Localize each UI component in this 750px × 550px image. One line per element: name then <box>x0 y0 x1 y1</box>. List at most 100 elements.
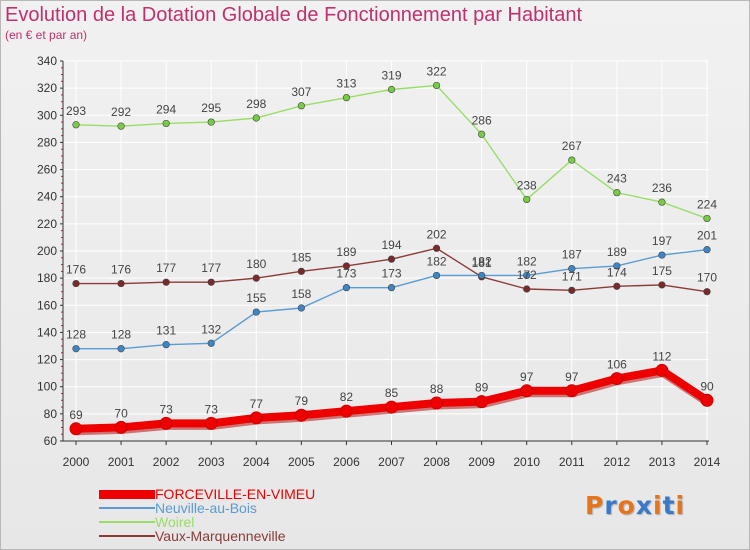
legend-swatch <box>99 489 155 499</box>
data-point <box>249 411 263 425</box>
data-label: 194 <box>381 238 401 252</box>
y-tick-label: 60 <box>44 434 58 448</box>
data-point <box>297 267 305 275</box>
data-label: 189 <box>336 245 356 259</box>
data-label: 298 <box>246 97 266 111</box>
x-tick-label: 2005 <box>288 455 315 469</box>
chart-subtitle: (en € et par an) <box>5 28 88 42</box>
data-point <box>162 341 170 349</box>
data-point <box>297 102 305 110</box>
data-label: 73 <box>205 402 219 416</box>
data-label: 82 <box>340 390 354 404</box>
data-point <box>117 122 125 130</box>
data-label: 70 <box>114 406 128 420</box>
legend-label: Neuville-au-Bois <box>155 500 257 516</box>
data-label: 155 <box>246 291 266 305</box>
data-point <box>207 118 215 126</box>
data-point <box>159 416 173 430</box>
data-point <box>114 420 128 434</box>
data-point <box>703 288 711 296</box>
data-point <box>204 416 218 430</box>
data-label: 174 <box>607 265 627 279</box>
x-tick-label: 2006 <box>333 455 360 469</box>
data-label: 177 <box>156 261 176 275</box>
data-point <box>117 279 125 288</box>
data-point <box>478 130 486 138</box>
data-label: 182 <box>472 254 492 268</box>
data-point <box>568 156 576 164</box>
data-label: 307 <box>291 85 311 99</box>
y-tick-label: 180 <box>37 271 57 285</box>
data-label: 85 <box>385 386 399 400</box>
data-label: 128 <box>66 328 86 342</box>
data-label: 224 <box>697 197 717 211</box>
data-point <box>387 284 396 292</box>
data-label: 267 <box>562 139 582 153</box>
data-label: 171 <box>562 269 582 283</box>
y-tick-label: 140 <box>37 325 57 339</box>
data-label: 170 <box>697 271 717 285</box>
y-tick-label: 220 <box>37 217 57 231</box>
data-point <box>610 372 624 386</box>
data-point <box>475 395 489 409</box>
data-point <box>207 278 215 286</box>
legend-swatch <box>99 521 155 523</box>
y-tick-label: 240 <box>37 190 57 204</box>
data-label: 177 <box>201 261 221 275</box>
proxiti-logo: Proxiti <box>585 491 685 520</box>
data-point <box>523 271 531 280</box>
data-label: 286 <box>472 113 492 127</box>
y-tick-label: 280 <box>37 135 57 149</box>
legend-label: Vaux-Marquenneville <box>155 528 286 544</box>
legend-swatch <box>99 507 155 509</box>
data-label: 202 <box>427 227 447 241</box>
data-point <box>703 246 711 254</box>
data-point <box>252 274 260 282</box>
data-point <box>658 198 666 206</box>
data-label: 173 <box>336 267 356 281</box>
data-point <box>297 304 305 312</box>
legend-label: Woirel <box>155 514 195 530</box>
logo-letter: P <box>585 491 605 520</box>
data-label: 185 <box>291 250 311 264</box>
data-point <box>207 339 215 347</box>
data-label: 319 <box>381 69 401 83</box>
logo-letter: i <box>653 491 663 520</box>
data-label: 77 <box>250 397 264 411</box>
y-tick-label: 260 <box>37 163 57 177</box>
data-point <box>342 262 351 270</box>
data-point <box>432 81 441 90</box>
data-label: 97 <box>565 370 579 384</box>
y-tick-label: 320 <box>37 81 57 95</box>
data-point <box>523 195 531 204</box>
x-tick-label: 2014 <box>694 455 721 469</box>
y-tick-label: 300 <box>37 108 57 122</box>
data-label: 236 <box>652 181 672 195</box>
data-point <box>69 422 83 436</box>
data-label: 187 <box>562 248 582 262</box>
data-point <box>613 189 621 197</box>
data-label: 182 <box>517 254 537 268</box>
data-label: 181 <box>472 256 492 270</box>
data-label: 175 <box>652 264 672 278</box>
data-label: 201 <box>697 229 717 243</box>
y-tick-label: 160 <box>37 298 57 312</box>
data-label: 131 <box>156 324 176 338</box>
data-label: 69 <box>69 408 83 422</box>
chart-title: Evolution de la Dotation Globale de Fonc… <box>5 4 583 26</box>
data-point <box>613 262 621 270</box>
data-point <box>432 244 441 252</box>
x-tick-label: 2010 <box>513 455 540 469</box>
y-tick-label: 200 <box>37 244 57 258</box>
data-label: 295 <box>201 101 221 115</box>
data-label: 128 <box>111 328 131 342</box>
data-label: 112 <box>652 349 671 363</box>
data-label: 197 <box>652 234 672 248</box>
data-label: 90 <box>700 379 714 393</box>
data-point <box>339 404 353 418</box>
y-tick-label: 120 <box>37 353 57 367</box>
x-tick-label: 2001 <box>108 455 135 469</box>
data-label: 176 <box>66 263 86 277</box>
data-label: 97 <box>520 370 534 384</box>
data-point <box>613 282 621 290</box>
